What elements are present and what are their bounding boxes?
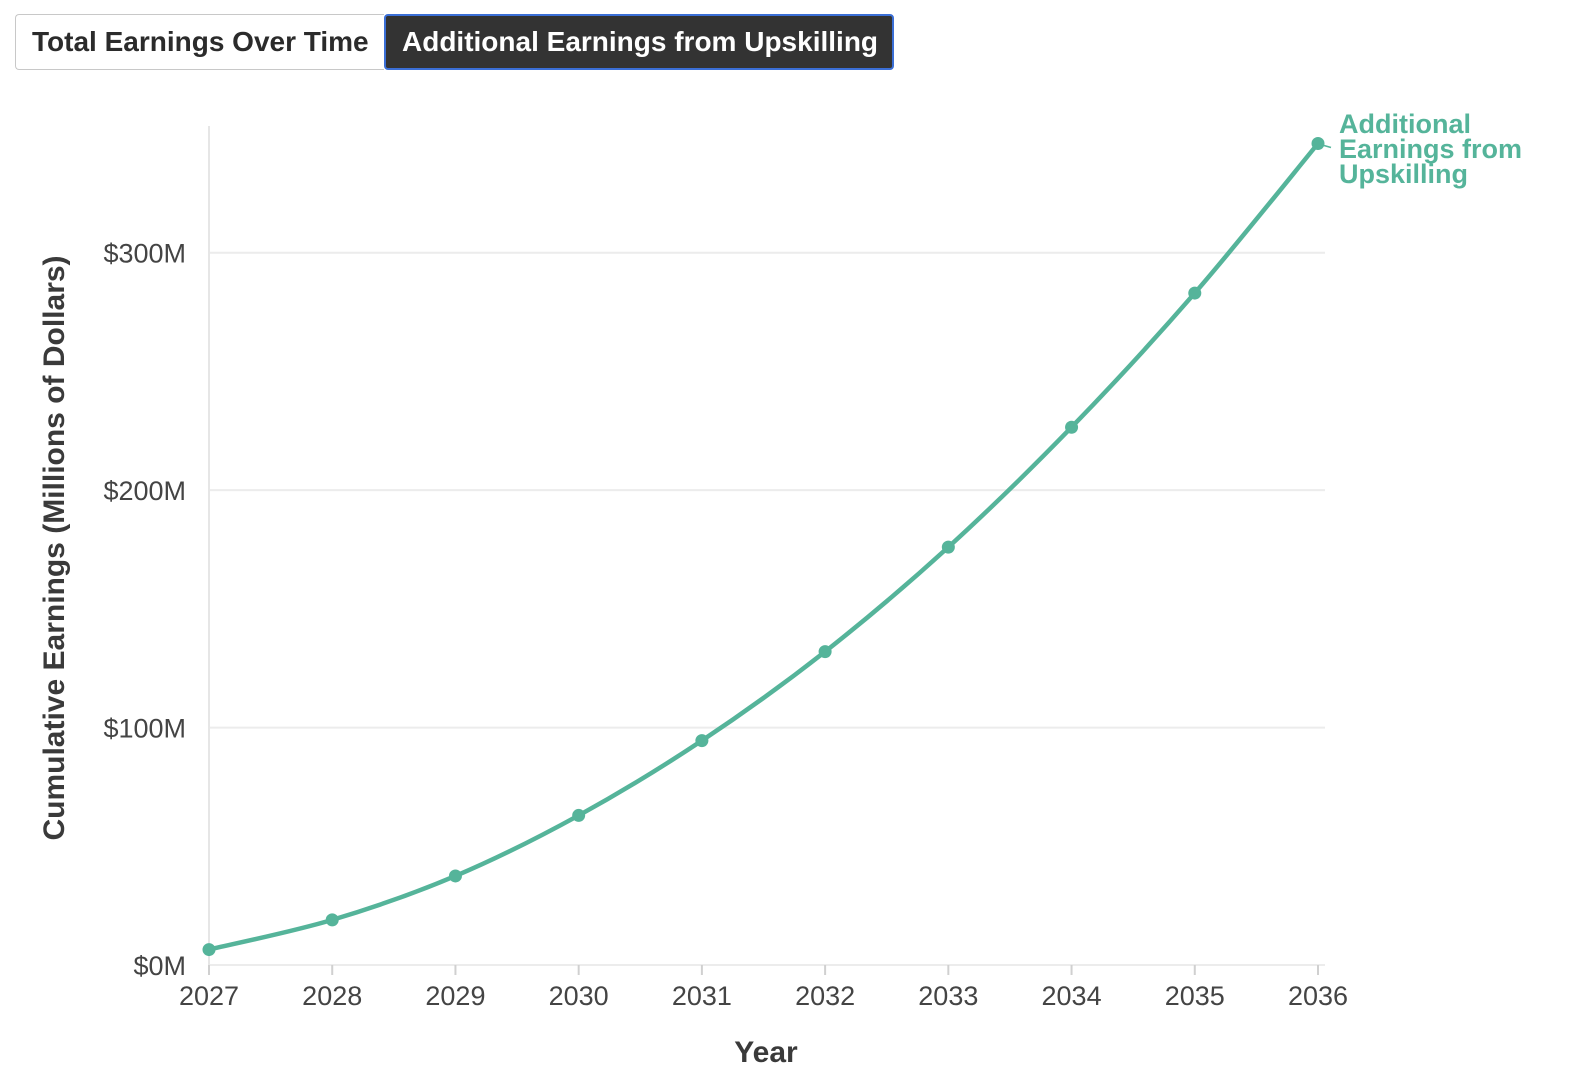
series-label-connector [1323, 144, 1332, 149]
x-tick-label: 2035 [1165, 981, 1225, 1011]
y-axis-ticks: $0M $100M $200M $300M [103, 239, 186, 981]
series-line [206, 141, 1321, 952]
x-tick-label: 2028 [302, 981, 362, 1011]
x-tick-label: 2031 [672, 981, 732, 1011]
x-tick-label: 2033 [918, 981, 978, 1011]
x-tick-label: 2034 [1042, 981, 1102, 1011]
tab-additional-earnings[interactable]: Additional Earnings from Upskilling [384, 14, 894, 70]
y-tick-label: $100M [103, 714, 186, 744]
data-point[interactable] [325, 913, 339, 927]
x-tick-label: 2036 [1288, 981, 1348, 1011]
x-axis-ticks: 2027 2028 2029 2030 2031 2032 2033 2034 2035 2036 [179, 965, 1348, 1011]
data-point[interactable] [695, 734, 709, 748]
series-label: Earnings from [1339, 134, 1522, 164]
data-point[interactable] [1188, 286, 1202, 300]
series-label: Additional [1339, 109, 1471, 139]
y-tick-label: $300M [103, 239, 186, 269]
grid-lines [209, 251, 1325, 966]
data-point[interactable] [572, 808, 586, 822]
chart-tabs: Total Earnings Over Time Additional Earn… [15, 14, 894, 70]
y-tick-label: $200M [103, 476, 186, 506]
x-tick-label: 2030 [549, 981, 609, 1011]
y-axis-title: Cumulative Earnings (Millions of Dollars… [38, 255, 71, 840]
data-point[interactable] [202, 943, 216, 957]
series-label: Upskilling [1339, 159, 1468, 189]
data-point[interactable] [818, 645, 832, 659]
x-tick-label: 2027 [179, 981, 239, 1011]
data-point[interactable] [448, 869, 462, 883]
x-tick-label: 2029 [425, 981, 485, 1011]
tab-total-earnings[interactable]: Total Earnings Over Time [15, 14, 384, 70]
x-axis-title: Year [734, 1036, 798, 1069]
data-point[interactable] [1065, 420, 1079, 434]
x-tick-label: 2032 [795, 981, 855, 1011]
data-point[interactable] [941, 540, 955, 554]
y-tick-label: $0M [133, 951, 186, 981]
data-point[interactable] [1311, 136, 1325, 150]
